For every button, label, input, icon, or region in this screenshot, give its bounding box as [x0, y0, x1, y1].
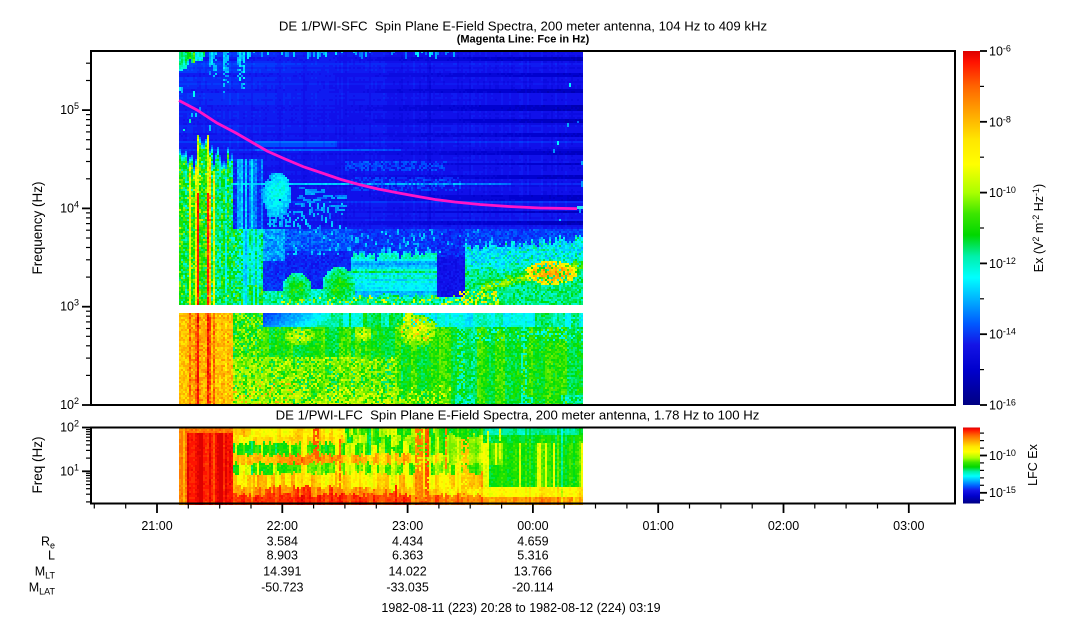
svg-text:4.434: 4.434 [392, 535, 423, 549]
svg-text:Ex (V2 m-2 Hz-1): Ex (V2 m-2 Hz-1) [1031, 184, 1046, 272]
svg-text:03:00: 03:00 [893, 519, 924, 533]
svg-text:(Magenta Line: Fce in Hz): (Magenta Line: Fce in Hz) [457, 34, 590, 46]
svg-text:DE 1/PWI-LFC Spin Plane E-Fie: DE 1/PWI-LFC Spin Plane E-Field Spectra,… [276, 408, 760, 423]
svg-text:14.022: 14.022 [388, 565, 426, 579]
svg-text:14.391: 14.391 [263, 565, 301, 579]
svg-text:23:00: 23:00 [392, 519, 423, 533]
svg-text:8.903: 8.903 [267, 549, 298, 563]
svg-text:21:00: 21:00 [141, 519, 172, 533]
svg-text:00:00: 00:00 [517, 519, 548, 533]
svg-text:-33.035: -33.035 [386, 581, 428, 595]
svg-text:Freq (Hz): Freq (Hz) [30, 437, 45, 494]
svg-text:L: L [48, 549, 55, 563]
svg-text:13.766: 13.766 [514, 565, 552, 579]
svg-text:6.363: 6.363 [392, 549, 423, 563]
svg-text:01:00: 01:00 [643, 519, 674, 533]
svg-text:-20.114: -20.114 [512, 581, 554, 595]
svg-text:22:00: 22:00 [267, 519, 298, 533]
svg-text:1982-08-11 (223) 20:28 to 1982: 1982-08-11 (223) 20:28 to 1982-08-12 (22… [381, 601, 660, 615]
svg-text:4.659: 4.659 [517, 535, 548, 549]
svg-text:-50.723: -50.723 [261, 581, 303, 595]
svg-text:LFC Ex: LFC Ex [1026, 443, 1040, 485]
svg-text:Frequency (Hz): Frequency (Hz) [30, 181, 45, 274]
svg-text:DE 1/PWI-SFC Spin Plane E-Fie: DE 1/PWI-SFC Spin Plane E-Field Spectra,… [279, 19, 767, 34]
svg-text:02:00: 02:00 [768, 519, 799, 533]
svg-text:3.584: 3.584 [267, 535, 298, 549]
svg-text:5.316: 5.316 [517, 549, 548, 563]
